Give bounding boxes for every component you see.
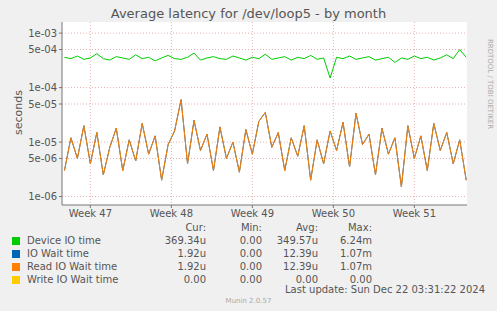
html-text:0.00: 0.00 — [239, 235, 262, 246]
html-text:Munin 2.0.57: Munin 2.0.57 — [225, 297, 272, 305]
html-text:Last update: Sun Dec 22 03:31:: Last update: Sun Dec 22 03:31:22 2024 — [285, 284, 485, 295]
html-text:Average latency for /dev/loop5: Average latency for /dev/loop5 - by mont… — [110, 6, 387, 21]
html-text:Avg:: Avg: — [296, 222, 318, 233]
html-text:0.00: 0.00 — [239, 261, 262, 272]
html-text:Device IO time: Device IO time — [27, 235, 101, 246]
svg-text:5e-06: 5e-06 — [28, 153, 57, 164]
svg-text:1e-03: 1e-03 — [28, 28, 57, 39]
html-text:12.39u: 12.39u — [283, 261, 318, 272]
html-text:0.00: 0.00 — [295, 274, 318, 285]
svg-text:Week 49: Week 49 — [231, 208, 274, 219]
svg-text:1e-05: 1e-05 — [28, 137, 57, 148]
html-text:IO Wait time: IO Wait time — [27, 248, 89, 259]
svg-text:1e-04: 1e-04 — [28, 82, 57, 93]
html-text:Min:: Min: — [240, 222, 262, 233]
html-text:12.39u: 12.39u — [283, 248, 318, 259]
html-text:0.00: 0.00 — [239, 248, 262, 259]
html-text:369.34u: 369.34u — [164, 235, 206, 246]
html-text:Write IO Wait time: Write IO Wait time — [27, 274, 119, 285]
html-text:RRDTOOL / TOBI OETIKER: RRDTOOL / TOBI OETIKER — [486, 38, 494, 130]
html-text:1.92u: 1.92u — [177, 248, 206, 259]
html-text:Read IO Wait time: Read IO Wait time — [27, 261, 118, 272]
html-text:Cur:: Cur: — [185, 222, 206, 233]
html-text:Max:: Max: — [348, 222, 372, 233]
html-text:seconds: seconds — [11, 90, 25, 135]
svg-text:5e-05: 5e-05 — [28, 99, 57, 110]
html-text:0.00: 0.00 — [349, 274, 372, 285]
svg-text:Week 48: Week 48 — [150, 208, 193, 219]
svg-text:5e-04: 5e-04 — [28, 44, 57, 55]
svg-text:1e-06: 1e-06 — [28, 191, 57, 202]
html-text:1.07m: 1.07m — [340, 261, 372, 272]
svg-text:Week 51: Week 51 — [393, 208, 436, 219]
html-text:349.57u: 349.57u — [276, 235, 318, 246]
svg-text:Week 47: Week 47 — [69, 208, 112, 219]
html-text:1.92u: 1.92u — [177, 261, 206, 272]
html-text:0.00: 0.00 — [183, 274, 206, 285]
html-text:0.00: 0.00 — [239, 274, 262, 285]
svg-text:Week 50: Week 50 — [312, 208, 355, 219]
html-text:6.24m: 6.24m — [340, 235, 372, 246]
html-text:1.07m: 1.07m — [340, 248, 372, 259]
